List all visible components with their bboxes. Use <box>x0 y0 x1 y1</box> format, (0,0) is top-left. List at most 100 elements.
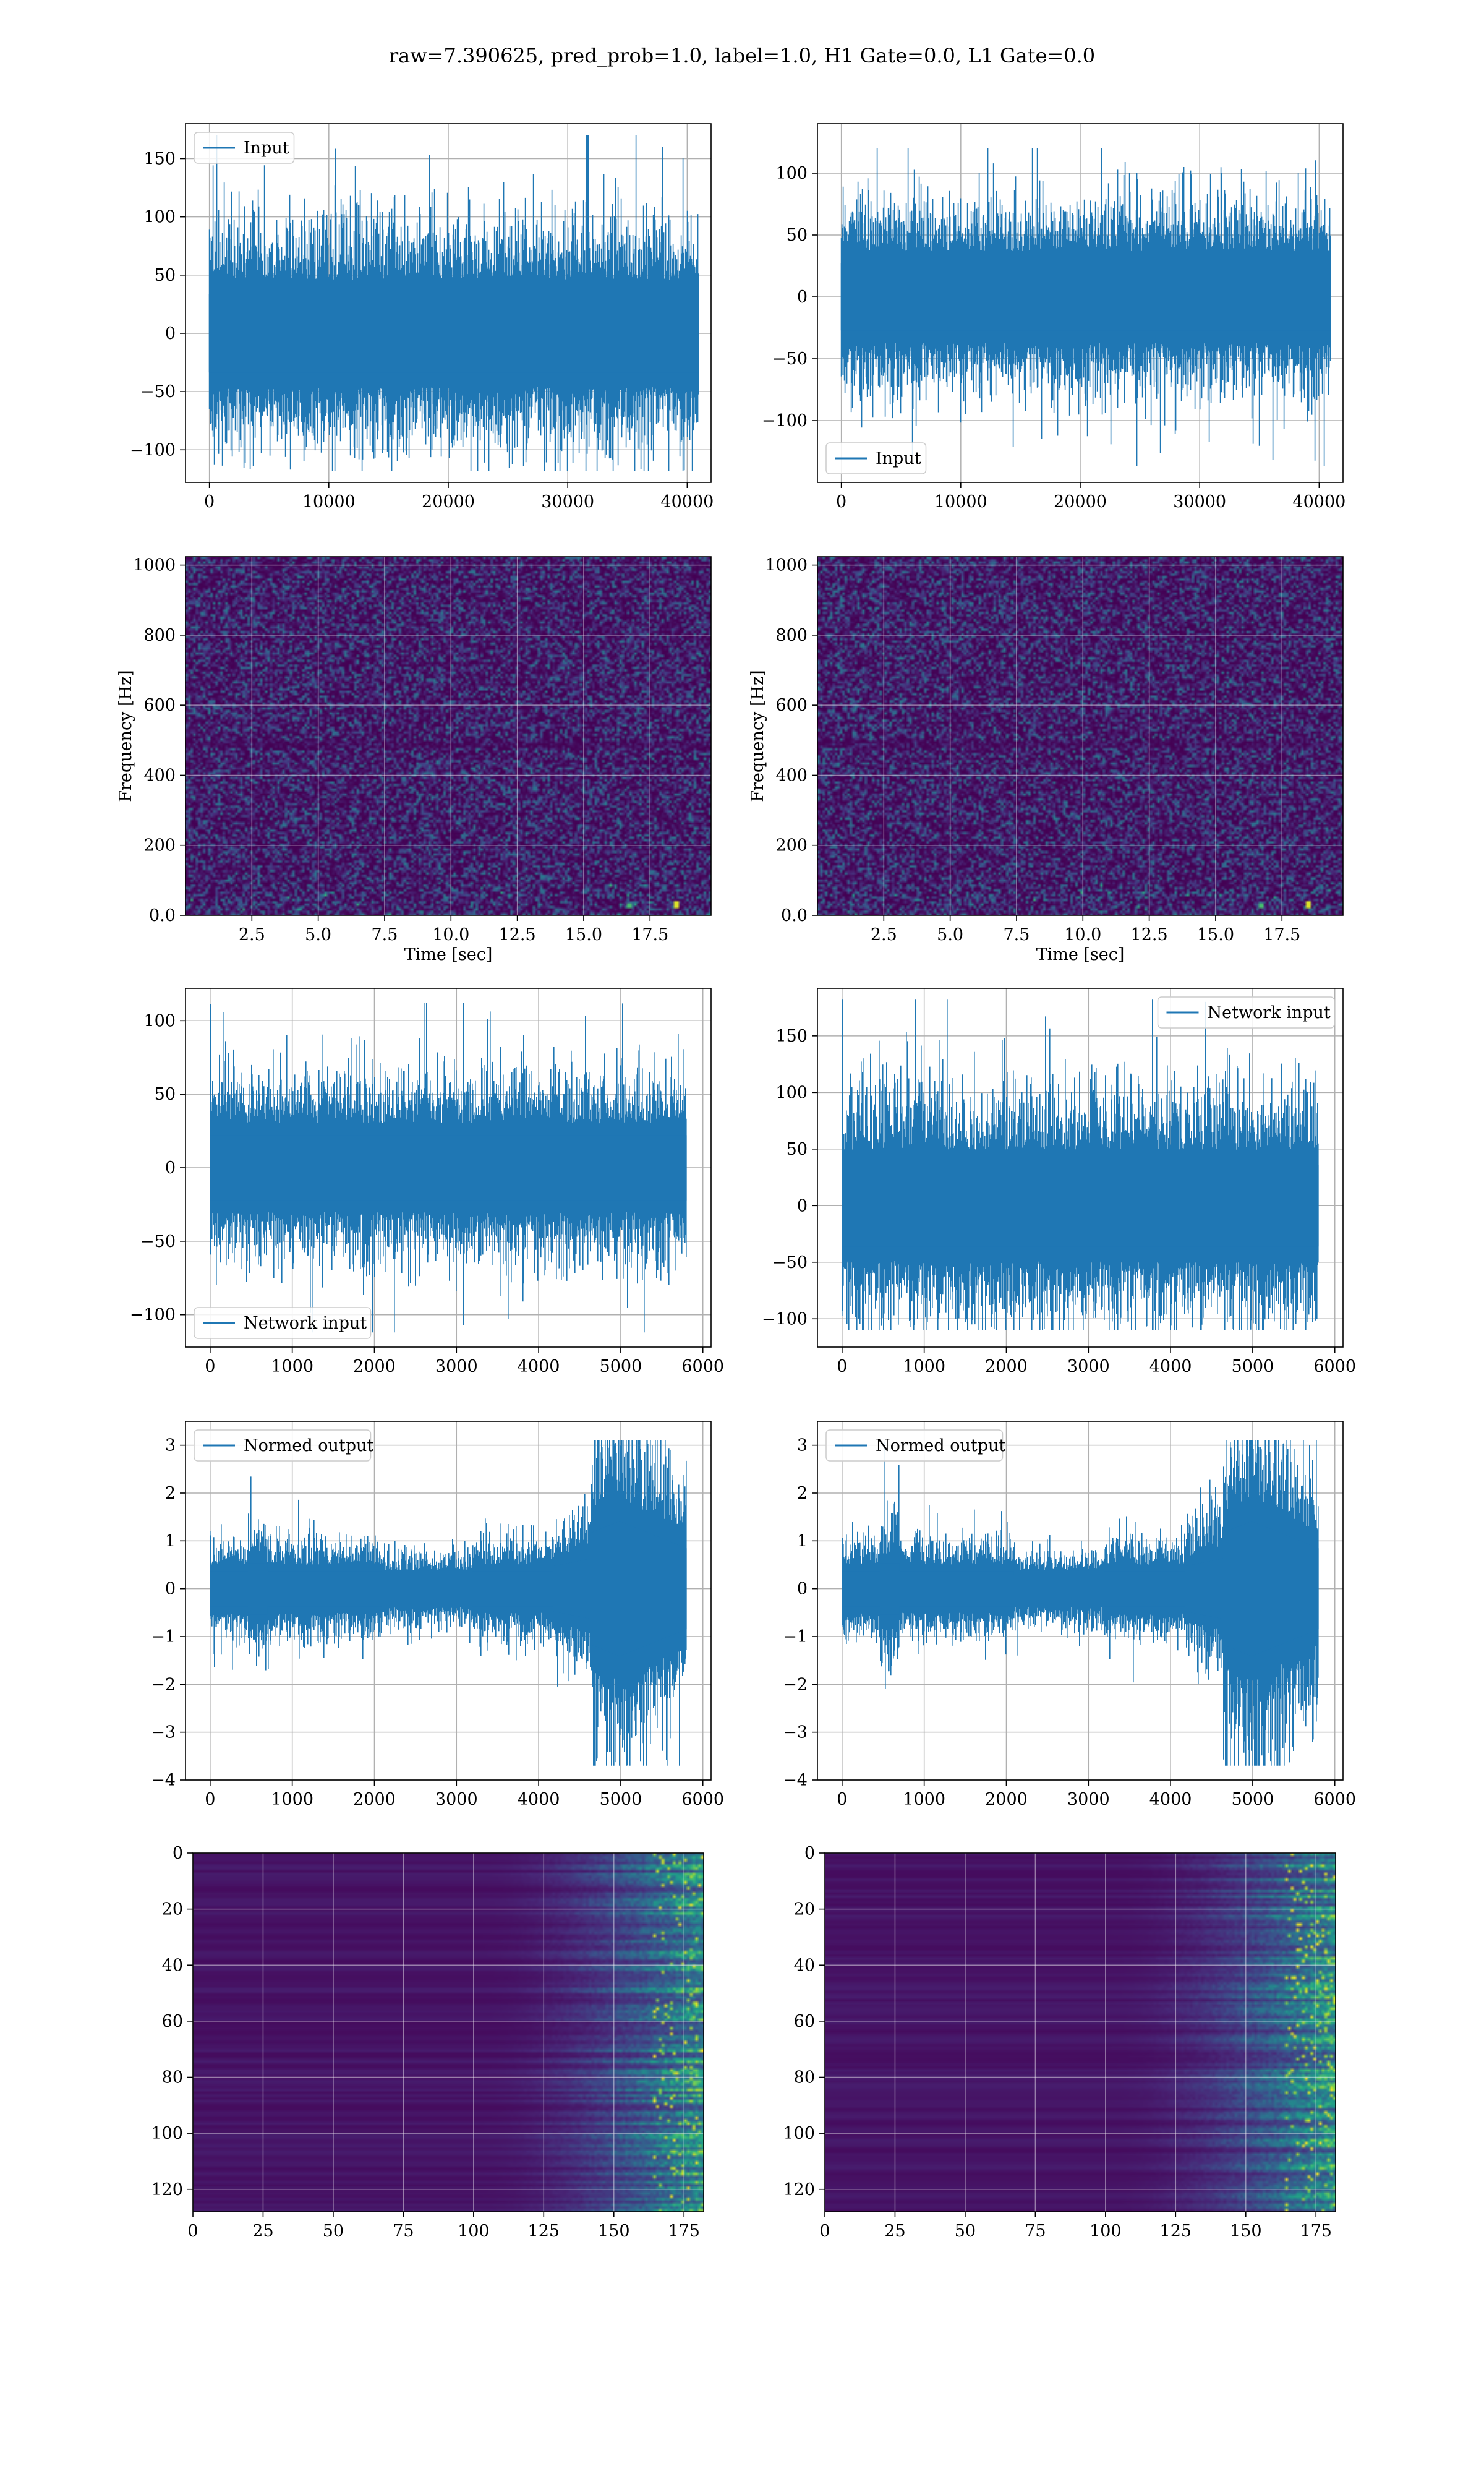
network-input-h1-legend-label: Network input <box>244 1314 367 1333</box>
input-h1-legend: Input <box>194 132 295 164</box>
spectrogram-h1-heatmap-image <box>186 557 711 915</box>
input-h1-xtick-label-3: 30000 <box>541 492 594 511</box>
activation-map-h1-ytick-label-2: 40 <box>162 1956 183 1975</box>
normed-output-h1-legend-box <box>194 1429 372 1462</box>
activation-map-h1-xtick-label-2: 50 <box>323 2222 344 2241</box>
normed-output-h1-xtick-label-2: 2000 <box>353 1790 396 1809</box>
input-l1-xtick-label-4: 40000 <box>1292 492 1345 511</box>
normed-output-l1-ytick-label-6: 2 <box>797 1484 808 1503</box>
activation-map-l1-ytick-label-1: 20 <box>794 1900 815 1919</box>
input-l1-legend-box <box>825 442 927 474</box>
network-input-l1-xtick-label-5: 5000 <box>1232 1357 1274 1376</box>
activation-map-h1-ytick-label-3: 60 <box>162 2012 183 2031</box>
input-h1-ytick-label-4: 100 <box>143 208 176 227</box>
network-input-l1-xtick-label-0: 0 <box>837 1357 847 1376</box>
input-h1-xtick-label-2: 20000 <box>422 492 475 511</box>
network-input-l1-xtick-label-4: 4000 <box>1149 1357 1192 1376</box>
activation-map-l1-xtick-label-1: 25 <box>884 2222 905 2241</box>
spectrogram-l1-ylabel: Frequency [Hz] <box>748 670 767 802</box>
spectrogram-h1-ytick-label-3: 600 <box>143 696 176 715</box>
input-h1-ytick-label-3: 50 <box>155 266 176 285</box>
input-h1-panel: 0 10000 20000 30000 40000 −100 −50 0 50 100 150 Inp… <box>130 123 714 511</box>
network-input-l1-xtick-label-1: 1000 <box>903 1357 945 1376</box>
network-input-l1-ytick-label-4: 100 <box>775 1083 808 1102</box>
input-l1-xtick-label-0: 0 <box>836 492 846 511</box>
network-input-h1-xtick-label-6: 6000 <box>681 1357 724 1376</box>
activation-map-l1-ytick-label-5: 100 <box>783 2124 815 2143</box>
spectrogram-l1-heatmap-image <box>817 557 1343 915</box>
input-l1-panel: 0 10000 20000 30000 40000 −100 −50 0 50 100 Input <box>762 123 1345 511</box>
spectrogram-h1-panel: 2.5 5.0 7.5 10.0 12.5 15.0 17.5 0.0 200 400 600 800… <box>116 556 712 964</box>
normed-output-l1-xtick-label-0: 0 <box>837 1790 847 1809</box>
spectrogram-h1-ytick-label-4: 800 <box>143 626 176 645</box>
figure-title: raw=7.390625, pred_prob=1.0, label=1.0, … <box>389 44 1095 67</box>
normed-output-h1-xtick-label-5: 5000 <box>600 1790 642 1809</box>
normed-output-l1-ytick-label-1: −3 <box>783 1723 808 1742</box>
input-h1-ytick-label-1: −50 <box>140 382 176 401</box>
spectrogram-l1-panel: 2.5 5.0 7.5 10.0 12.5 15.0 17.5 0.0 200 400 600 800… <box>748 556 1344 964</box>
network-input-l1-ytick-label-3: 50 <box>787 1140 808 1159</box>
activation-map-l1-xtick-label-5: 125 <box>1160 2222 1192 2241</box>
input-l1-series-core <box>840 263 1331 331</box>
input-l1-xtick-label-2: 20000 <box>1054 492 1107 511</box>
input-h1-series-core <box>208 294 699 373</box>
input-h1-ytick-label-0: −100 <box>130 440 176 460</box>
spectrogram-h1-ytick-label-2: 400 <box>143 766 176 785</box>
spectrogram-h1-xlabel: Time [sec] <box>404 945 493 964</box>
activation-map-h1-panel: 0 25 50 75 100 125 150 175 0 20 40 60 80 100 120 <box>151 1844 704 2241</box>
network-input-h1-xtick-label-5: 5000 <box>600 1357 642 1376</box>
network-input-l1-xtick-label-6: 6000 <box>1313 1357 1356 1376</box>
normed-output-h1-xtick-label-4: 4000 <box>518 1790 560 1809</box>
normed-output-h1-ytick-label-1: −3 <box>151 1723 176 1742</box>
activation-map-l1-xtick-label-2: 50 <box>955 2222 976 2241</box>
activation-map-h1-frame <box>192 1852 704 2212</box>
input-l1-legend: Input <box>825 442 927 474</box>
normed-output-h1-ytick-label-3: −1 <box>151 1627 176 1646</box>
spectrogram-h1-xtick-label-6: 17.5 <box>631 925 668 944</box>
spectrogram-l1-xtick-label-6: 17.5 <box>1263 925 1300 944</box>
input-l1-ytick-label-1: −50 <box>772 349 808 369</box>
network-input-h1-ytick-label-4: 100 <box>143 1011 176 1030</box>
spectrogram-h1-ylabel: Frequency [Hz] <box>116 670 135 802</box>
input-l1-legend-label: Input <box>876 449 921 468</box>
spectrogram-h1-ytick-label-1: 200 <box>143 836 176 855</box>
normed-output-l1-ytick-label-4: 0 <box>797 1580 808 1599</box>
normed-output-h1-ytick-label-0: −4 <box>151 1771 176 1790</box>
spectrogram-h1-ytick-label-5: 1000 <box>133 556 176 575</box>
normed-output-h1-frame <box>185 1421 712 1781</box>
activation-map-l1-xtick-label-0: 0 <box>819 2222 830 2241</box>
network-input-h1-xtick-label-2: 2000 <box>353 1357 396 1376</box>
normed-output-l1-series-core <box>842 1521 1319 1656</box>
network-input-l1-legend-label: Network input <box>1208 1003 1331 1022</box>
spectrogram-l1-xtick-label-1: 5.0 <box>937 925 963 944</box>
spectrogram-l1-ytick-label-4: 800 <box>775 626 808 645</box>
network-input-l1-frame <box>817 988 1344 1348</box>
normed-output-l1-ytick-label-2: −2 <box>783 1675 808 1694</box>
spectrogram-l1-frame <box>817 556 1344 916</box>
input-l1-xtick-label-3: 30000 <box>1173 492 1226 511</box>
normed-output-h1-ytick-label-7: 3 <box>165 1436 176 1455</box>
input-h1-xtick-label-1: 10000 <box>302 492 356 511</box>
spectrogram-h1-xtick-label-1: 5.0 <box>305 925 331 944</box>
network-input-h1-ytick-label-1: −50 <box>140 1232 176 1251</box>
spectrogram-l1-xtick-label-4: 12.5 <box>1131 925 1168 944</box>
normed-output-l1-xtick-label-3: 3000 <box>1067 1790 1110 1809</box>
normed-output-h1-series-core <box>210 1521 687 1656</box>
normed-output-h1-panel: 0 1000 2000 3000 4000 5000 6000 −4 −3 −2 −1 0 1 2 3 Nor… <box>151 1421 724 1809</box>
normed-output-l1-xtick-label-2: 2000 <box>985 1790 1028 1809</box>
network-input-l1-legend: Network input <box>1157 996 1335 1029</box>
activation-map-h1-xtick-label-0: 0 <box>187 2222 198 2241</box>
activation-map-l1-frame <box>824 1852 1336 2212</box>
network-input-l1-ytick-label-2: 0 <box>797 1196 808 1215</box>
activation-map-h1-xtick-label-1: 25 <box>252 2222 273 2241</box>
normed-output-l1-xtick-label-4: 4000 <box>1149 1790 1192 1809</box>
input-h1-xtick-label-4: 40000 <box>660 492 714 511</box>
activation-map-h1-ytick-label-0: 0 <box>173 1844 183 1863</box>
activation-map-h1-ytick-label-5: 100 <box>151 2124 183 2143</box>
normed-output-h1-ytick-label-4: 0 <box>165 1580 176 1599</box>
normed-output-l1-xtick-label-5: 5000 <box>1232 1790 1274 1809</box>
activation-map-l1-ytick-label-4: 80 <box>794 2068 815 2087</box>
network-input-h1-legend: Network input <box>194 1307 372 1339</box>
activation-map-l1-panel: 0 25 50 75 100 125 150 175 0 20 40 60 80 100 120 <box>783 1844 1336 2241</box>
